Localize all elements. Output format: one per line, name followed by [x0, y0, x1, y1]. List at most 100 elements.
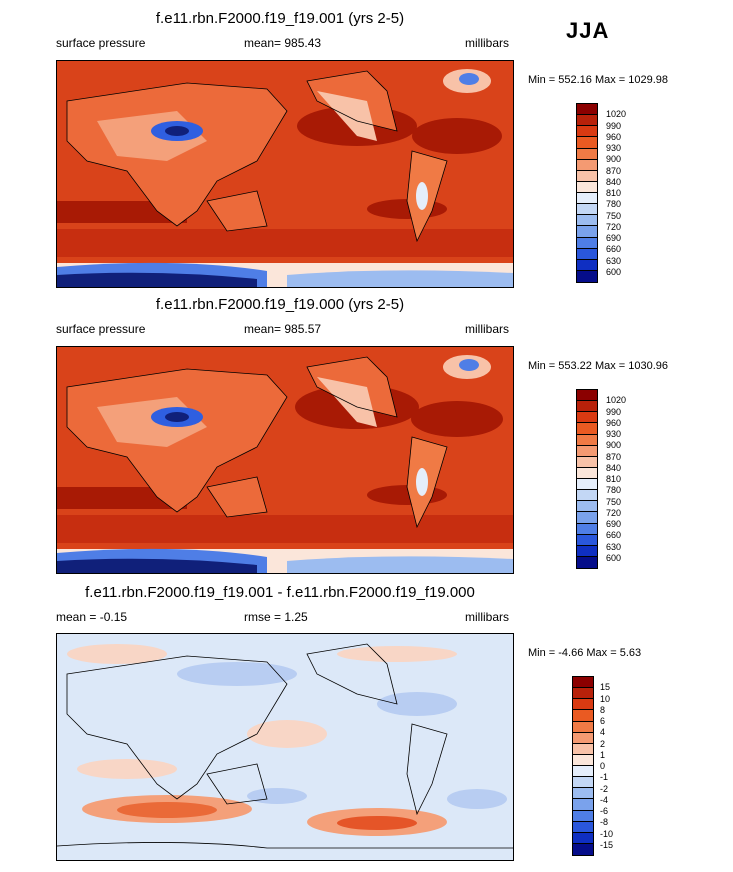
colorbar-swatch [577, 104, 597, 116]
colorbar-tick-label: 900 [606, 440, 622, 451]
colorbar-tick-label: -2 [600, 783, 609, 794]
colorbar-swatch [577, 479, 597, 491]
colorbar-tick-label: -1 [600, 772, 609, 783]
colorbar-tick-label: -10 [600, 828, 614, 839]
colorbar-swatch [577, 401, 597, 413]
colorbar-swatch [577, 248, 597, 260]
panel-2-minmax: Min = 553.22 Max = 1030.96 [528, 360, 669, 372]
colorbar-tick-label: 990 [606, 120, 622, 131]
colorbar-swatch [577, 512, 597, 524]
colorbar-tick-label: 600 [606, 266, 622, 277]
colorbar-swatch [577, 115, 597, 127]
season-label: JJA [566, 18, 610, 43]
colorbar-tick-label: 720 [606, 221, 622, 232]
colorbar-swatch [577, 237, 597, 249]
colorbar-tick-label: 840 [606, 176, 622, 187]
panel-3-units-label: millibars [465, 610, 510, 624]
colorbar-tick-label: 1020 [606, 395, 627, 406]
colorbar-swatch [577, 556, 597, 568]
colorbar-tick-label: 840 [606, 462, 622, 473]
colorbar-swatch [577, 226, 597, 238]
colorbar-tick-label: 780 [606, 485, 622, 496]
panel-2-colorbar-labels: 1020 990 960 930 900 870 840 810 780 750 720 690 660… [606, 389, 646, 569]
colorbar-tick-label: 930 [606, 143, 622, 153]
colorbar-tick-label: -8 [600, 817, 609, 828]
colorbar-swatch [577, 390, 597, 402]
panel-3-colorbar [572, 676, 594, 856]
colorbar-swatch [573, 688, 593, 700]
panel-2-units-label: millibars [465, 322, 510, 336]
panel-1-colorbar [576, 103, 598, 283]
panel-3-colorbar-labels: 15 10 8 6 4 2 1 0 -1 -2 -4 -6 -8 -10 -15 [600, 676, 640, 856]
colorbar-tick-label: 600 [606, 552, 622, 563]
colorbar-tick-label: 2 [600, 738, 606, 749]
colorbar-tick-label: 810 [606, 188, 622, 198]
colorbar-swatch [577, 181, 597, 193]
colorbar-swatch [577, 423, 597, 435]
colorbar-tick-label: 990 [606, 406, 622, 417]
colorbar-swatch [573, 788, 593, 800]
colorbar-swatch [577, 137, 597, 149]
panel-1-colorbar-labels: 1020 990 960 930 900 870 840 810 780 750 720 690 660… [606, 103, 646, 283]
colorbar-tick-label: 630 [606, 541, 622, 552]
panel-2-map-plot [57, 347, 513, 573]
panel-1-title: f.e11.rbn.F2000.f19_f19.001 (yrs 2-5) [155, 10, 405, 27]
colorbar-swatch [573, 799, 593, 811]
colorbar-swatch [573, 777, 593, 789]
colorbar-tick-label: 960 [606, 417, 622, 428]
colorbar-swatch [577, 148, 597, 160]
colorbar-swatch [577, 170, 597, 182]
colorbar-swatch [573, 843, 593, 855]
colorbar-swatch [577, 545, 597, 557]
colorbar-swatch [577, 467, 597, 479]
colorbar-tick-label: 10 [600, 693, 611, 704]
panel-1-minmax: Min = 552.16 Max = 1029.98 [528, 74, 669, 86]
colorbar-tick-label: -4 [600, 794, 609, 805]
colorbar-tick-label: -15 [600, 839, 614, 850]
colorbar-swatch [577, 193, 597, 205]
panel-1-map [56, 60, 514, 288]
colorbar-tick-label: 720 [606, 507, 622, 518]
panel-1-mean-label: mean= 985.43 [244, 36, 322, 50]
colorbar-tick-label: 750 [606, 496, 622, 507]
colorbar-tick-label: 690 [606, 233, 622, 243]
colorbar-swatch [577, 259, 597, 271]
colorbar-swatch [577, 490, 597, 502]
colorbar-tick-label: 690 [606, 519, 622, 529]
colorbar-swatch [577, 126, 597, 138]
colorbar-tick-label: 750 [606, 210, 622, 221]
colorbar-tick-label: 810 [606, 474, 622, 484]
colorbar-tick-label: 900 [606, 154, 622, 165]
colorbar-tick-label: 660 [606, 244, 622, 255]
colorbar-swatch [577, 215, 597, 227]
colorbar-tick-label: 8 [600, 704, 606, 715]
panel-3-title: f.e11.rbn.F2000.f19_f19.001 - f.e11.rbn.… [85, 584, 475, 601]
colorbar-tick-label: 1020 [606, 109, 627, 120]
panel-1-variable-label: surface pressure [56, 36, 146, 50]
colorbar-swatch [573, 810, 593, 822]
colorbar-tick-label: 930 [606, 429, 622, 439]
panel-2-mean-label: mean= 985.57 [244, 322, 322, 336]
colorbar-swatch [577, 412, 597, 424]
panel-2-variable-label: surface pressure [56, 322, 146, 336]
panel-3-minmax: Min = -4.66 Max = 5.63 [528, 647, 642, 659]
colorbar-tick-label: 630 [606, 255, 622, 266]
colorbar-swatch [573, 677, 593, 689]
colorbar-swatch [577, 204, 597, 216]
colorbar-swatch [577, 534, 597, 546]
colorbar-tick-label: -6 [600, 806, 609, 816]
colorbar-tick-label: 0 [600, 761, 606, 771]
colorbar-tick-label: 4 [600, 727, 606, 738]
colorbar-swatch [573, 710, 593, 722]
colorbar-swatch [573, 821, 593, 833]
colorbar-swatch [577, 270, 597, 282]
panel-1-map-plot [57, 61, 513, 287]
colorbar-tick-label: 1 [600, 749, 606, 760]
panel-1-units-label: millibars [465, 36, 510, 50]
panel-2-map [56, 346, 514, 574]
panel-3-map-plot [57, 634, 513, 860]
panel-3-rmse-label: rmse = 1.25 [244, 610, 308, 624]
colorbar-swatch [577, 456, 597, 468]
colorbar-tick-label: 960 [606, 131, 622, 142]
colorbar-tick-label: 15 [600, 682, 611, 693]
